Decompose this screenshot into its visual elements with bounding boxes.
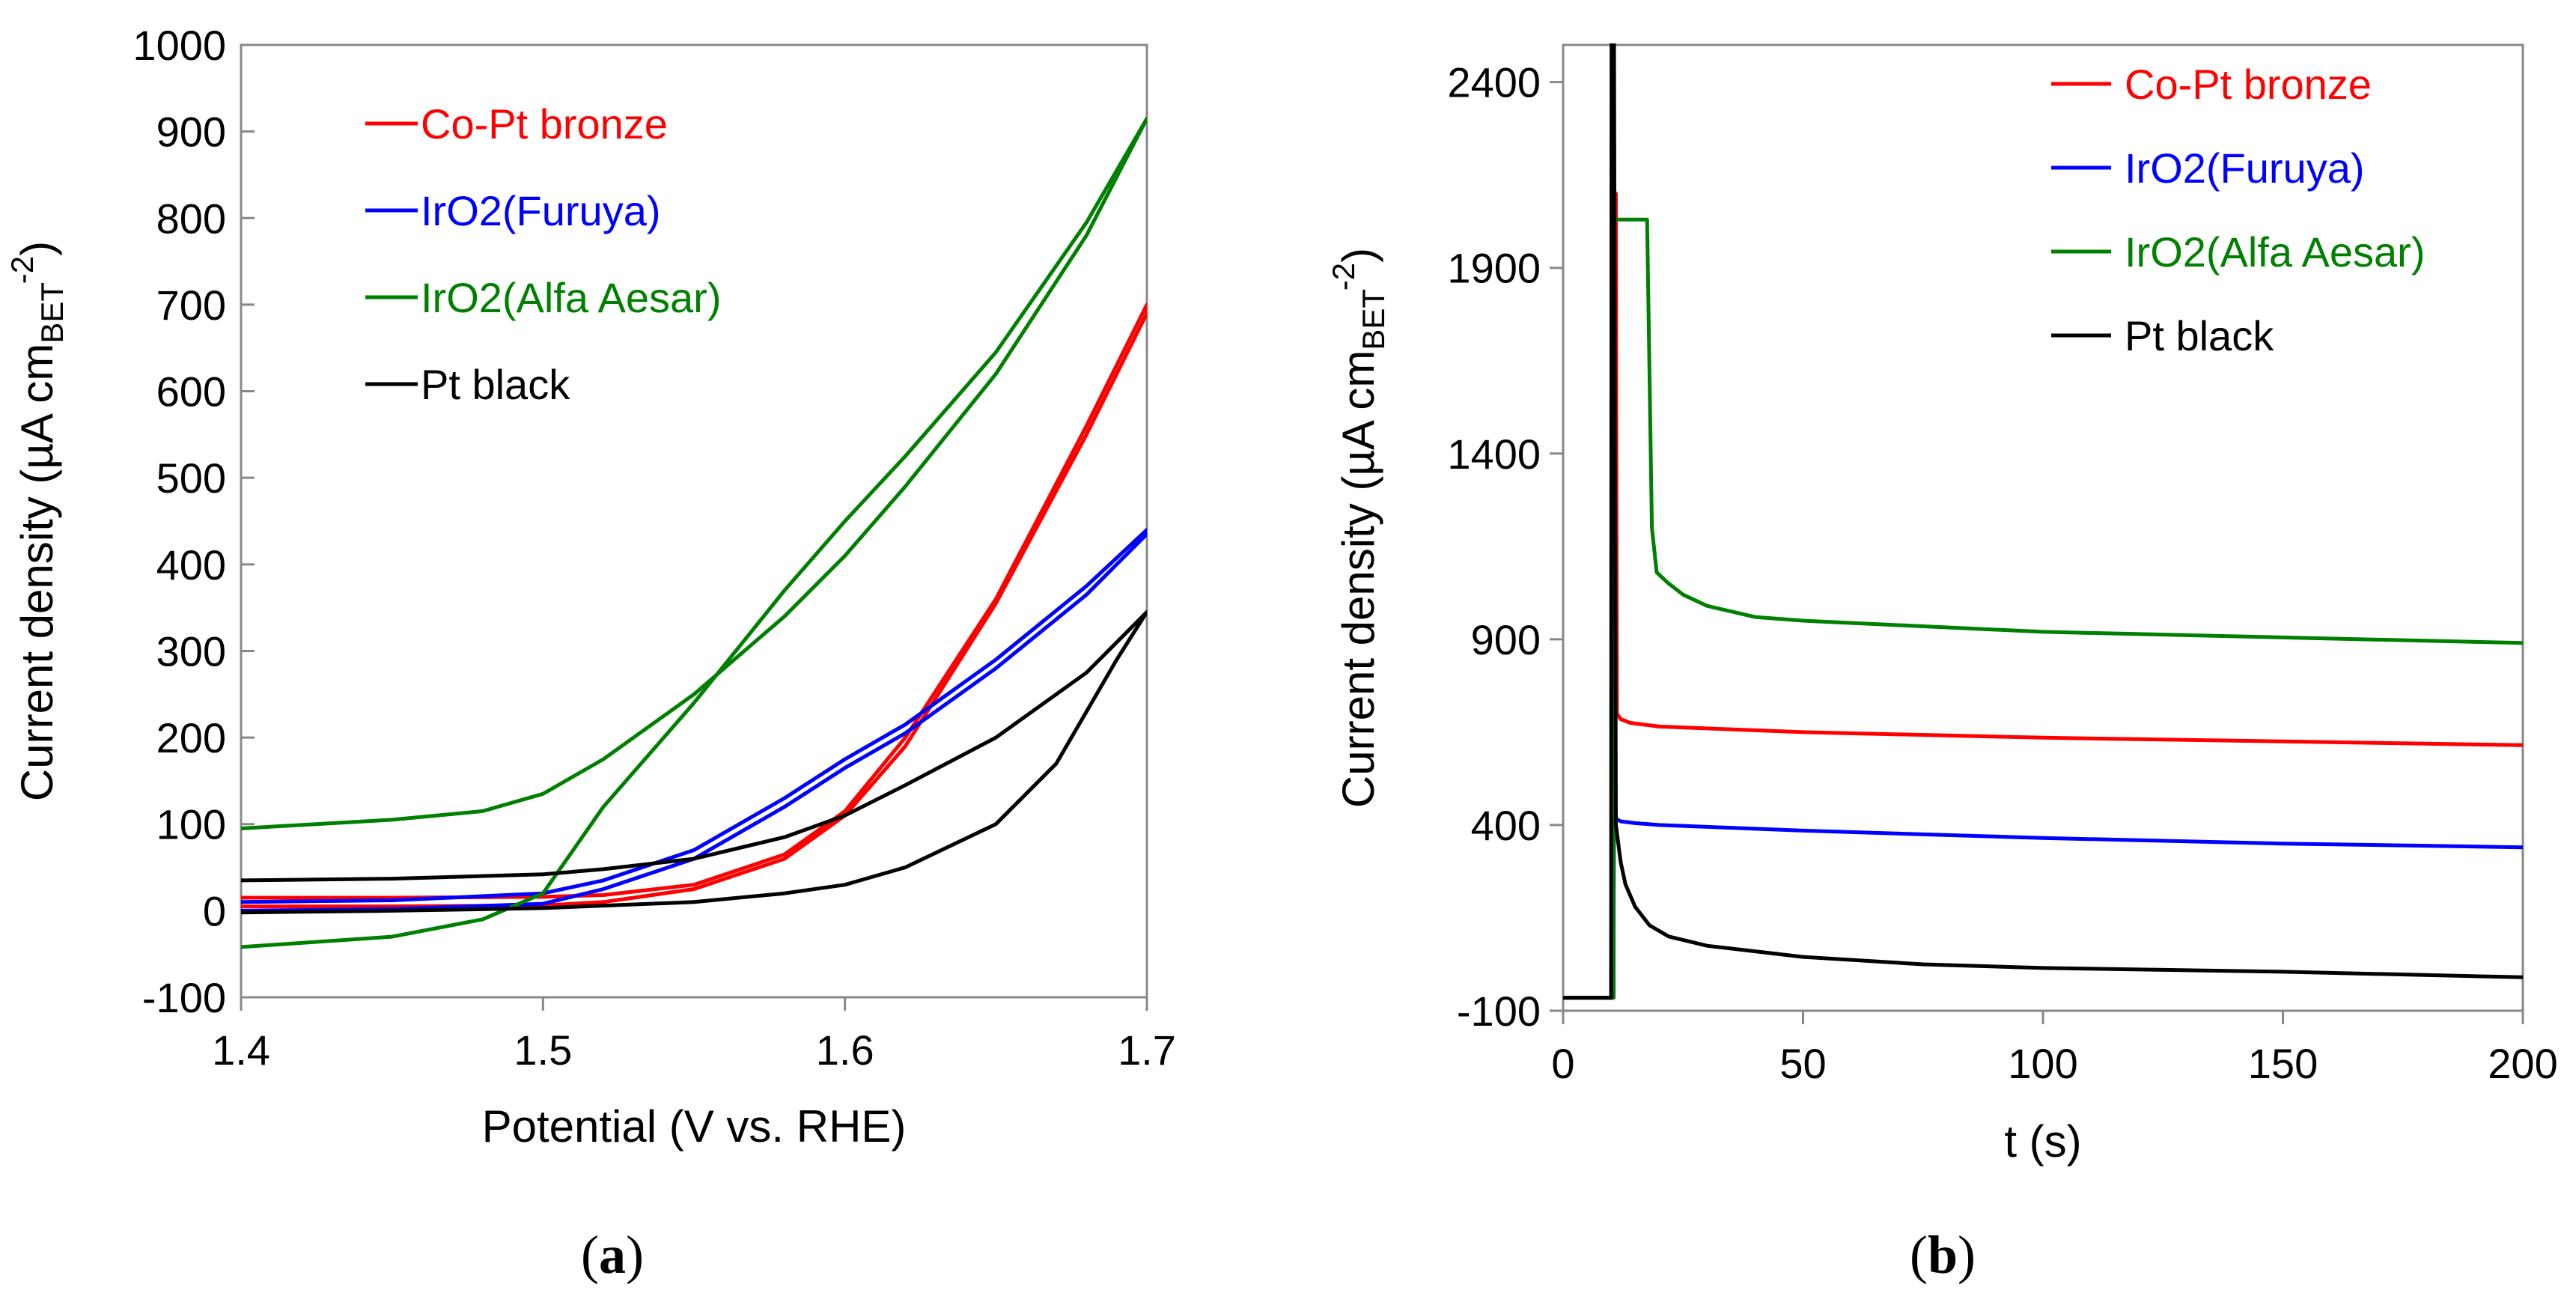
axis-ticks-b: -100 400 900 1400 1900 2400 0 50 100 150 200 <box>1447 59 2557 1087</box>
y-tick-label: 1000 <box>133 22 226 69</box>
y-tick-label: 900 <box>1471 616 1541 663</box>
y-axis-label-a-sup: -2 <box>4 256 40 284</box>
legend-label: IrO2(Alfa Aesar) <box>2125 228 2425 276</box>
legend-a: Co-Pt bronze IrO2(Furuya) IrO2(Alfa Aesar)… <box>365 100 721 408</box>
x-tick-label: 0 <box>1551 1040 1574 1087</box>
y-axis-label-b-main: Current density (µA cm <box>1333 350 1383 808</box>
plot-frame-a <box>240 43 1148 999</box>
y-tick-label: 300 <box>156 627 226 675</box>
y-axis-label-a-end: ) <box>12 241 62 256</box>
panel-label-b: (b) <box>1910 1225 1976 1285</box>
y-tick-label: 800 <box>156 195 226 242</box>
x-tick-label: 200 <box>2488 1040 2557 1087</box>
legend-label: Pt black <box>421 361 570 408</box>
legend-b: Co-Pt bronze IrO2(Furuya) IrO2(Alfa Aesar)… <box>2051 61 2425 359</box>
y-tick-label: 500 <box>156 454 226 502</box>
y-axis-label-b-sup: -2 <box>1326 263 1361 290</box>
x-axis-label-b: t (s) <box>2004 1116 2081 1166</box>
axis-ticks-a: -100 0 100 200 300 400 500 600 700 800 900 1000 1.4 1… <box>133 22 1176 1074</box>
x-tick-label: 1.4 <box>212 1026 270 1074</box>
y-tick-label: 600 <box>156 368 226 416</box>
x-tick-label: 1.5 <box>514 1026 572 1074</box>
y-axis-label-b: Current density (µA cmBET-2) <box>1326 248 1391 808</box>
x-tick-label: 1.7 <box>1118 1026 1176 1074</box>
y-tick-label: 1400 <box>1447 431 1541 478</box>
series-group-a <box>241 116 1147 949</box>
x-tick-label: 50 <box>1779 1040 1826 1087</box>
y-axis-label-b-end: ) <box>1333 248 1383 263</box>
y-tick-label: 900 <box>156 109 226 156</box>
chart-panel-b: -100 400 900 1400 1900 2400 0 50 100 150 200 Co-Pt… <box>1326 43 2558 1285</box>
x-axis-label-a: Potential (V vs. RHE) <box>482 1101 907 1152</box>
chart-panel-a: -100 0 100 200 300 400 500 600 700 800 900 1000 1.4 1… <box>4 22 1176 1285</box>
y-tick-label: 400 <box>156 541 226 588</box>
legend-label: IrO2(Alfa Aesar) <box>421 274 721 321</box>
series-line-co-pt-bronze <box>241 302 1147 909</box>
y-axis-label-b-sub: BET <box>1356 290 1391 350</box>
y-tick-label: 100 <box>156 801 226 848</box>
y-tick-label: 2400 <box>1447 59 1541 106</box>
legend-label: Pt black <box>2125 312 2274 359</box>
y-tick-label: 1900 <box>1447 245 1541 292</box>
y-tick-label: -100 <box>142 974 226 1021</box>
y-tick-label: 400 <box>1471 802 1541 849</box>
panel-label-a: (a) <box>581 1225 644 1285</box>
y-tick-label: 700 <box>156 282 226 329</box>
x-tick-label: 1.6 <box>816 1026 874 1074</box>
panel-label-b-letter: b <box>1928 1225 1958 1285</box>
legend-label: Co-Pt bronze <box>421 100 668 147</box>
y-axis-label-a-main: Current density (µA cm <box>12 344 62 801</box>
legend-label: Co-Pt bronze <box>2125 61 2372 108</box>
x-tick-label: 150 <box>2248 1040 2318 1087</box>
series-line-pt-black <box>1563 43 2523 1000</box>
y-tick-label: 200 <box>156 714 226 761</box>
y-axis-label-a-sub: BET <box>34 283 70 344</box>
legend-label: IrO2(Furuya) <box>2125 145 2365 192</box>
y-axis-label-a: Current density (µA cmBET-2) <box>4 241 70 801</box>
y-tick-label: -100 <box>1457 988 1541 1035</box>
series-group-b <box>1563 43 2523 1000</box>
panel-label-a-letter: a <box>599 1225 626 1285</box>
series-line-iro2-alfa-aesar <box>1563 217 2523 1000</box>
y-tick-label: 0 <box>203 887 226 934</box>
x-tick-label: 100 <box>2008 1040 2077 1087</box>
series-line-iro2-alfa-aesar <box>241 116 1147 949</box>
series-line-pt-black <box>241 609 1147 915</box>
legend-label: IrO2(Furuya) <box>421 187 661 234</box>
